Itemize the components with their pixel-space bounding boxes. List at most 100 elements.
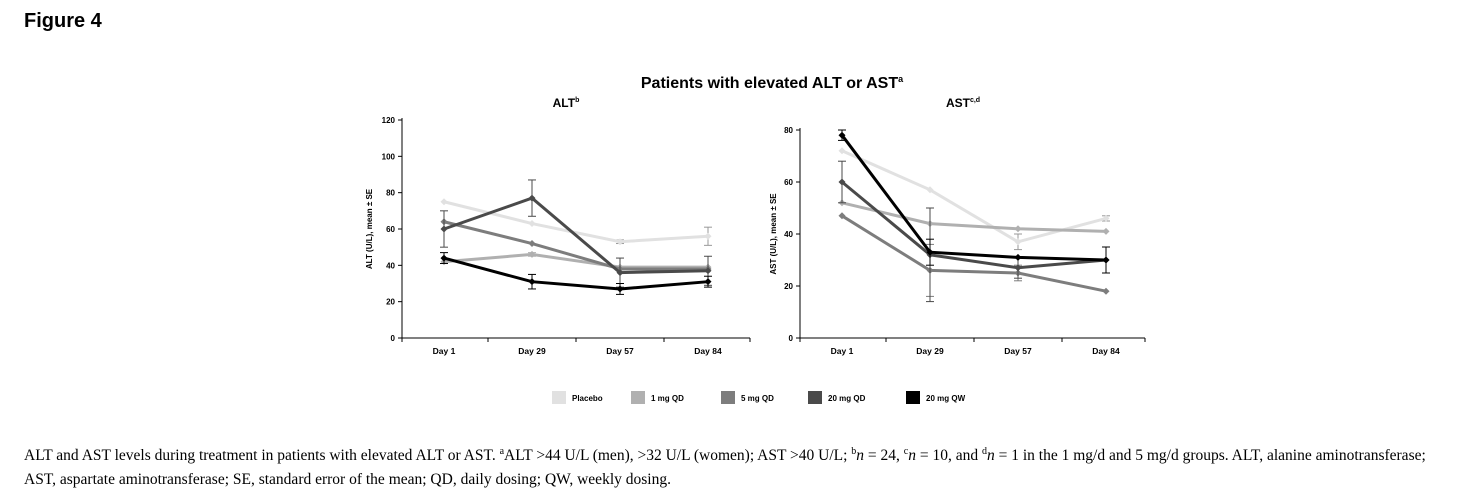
data-point <box>440 225 448 233</box>
y-tick-label: 60 <box>784 178 793 187</box>
data-point <box>926 186 934 194</box>
panel-title-text: ALT <box>553 96 576 110</box>
figure-caption: ALT and AST levels during treatment in p… <box>24 440 1444 492</box>
data-point <box>838 178 846 186</box>
series-line <box>841 201 1107 233</box>
data-point <box>440 198 448 206</box>
data-point <box>704 232 712 240</box>
legend-swatch <box>721 391 735 404</box>
chart-title: Patients with elevated ALT or ASTa <box>641 74 904 92</box>
chart-figure: Patients with elevated ALT or ASTa ALTb 0… <box>365 74 1146 404</box>
data-point <box>440 254 448 262</box>
data-point <box>838 147 846 155</box>
data-point <box>704 278 712 286</box>
panel-ast: ASTc,d 0 20 40 60 80 Day 1 Day 29 Day 57 Day 84 AS… <box>769 96 1146 356</box>
caption-sup-b: b <box>851 446 857 457</box>
x-tick-label: Day 84 <box>694 346 722 356</box>
caption-part-2: ALT >44 U/L (men), >32 U/L (women); AST … <box>504 447 852 465</box>
x-tick-label: Day 29 <box>518 346 546 356</box>
legend-swatch <box>631 391 645 404</box>
legend-swatch <box>906 391 920 404</box>
data-point <box>1102 214 1110 222</box>
series-line <box>443 256 709 291</box>
data-point <box>1014 253 1022 261</box>
series-line <box>443 196 709 275</box>
legend-item-1-mg-qd: 1 mg QD <box>631 391 684 404</box>
x-tick-label: Day 57 <box>1004 346 1032 356</box>
panel-title-sup: c,d <box>970 97 980 104</box>
legend-label: 5 mg QD <box>741 394 774 403</box>
data-point <box>616 285 624 293</box>
y-tick-label: 120 <box>382 116 396 125</box>
chart-title-text: Patients with elevated ALT or AST <box>641 75 898 92</box>
series-placebo <box>440 198 712 246</box>
panel-alt: ALTb 0 20 40 60 80 100 120 Day 1 Day 29 Day 57 Day … <box>365 96 751 356</box>
data-point <box>528 278 536 286</box>
caption-part-4: = 10, and <box>916 447 982 465</box>
data-point <box>1014 225 1022 233</box>
data-point <box>838 131 846 139</box>
legend-item-placebo: Placebo <box>552 391 603 404</box>
data-point <box>616 269 624 277</box>
data-point <box>1102 256 1110 264</box>
y-tick-label: 100 <box>382 152 396 161</box>
chart-title-sup: a <box>898 74 904 84</box>
legend-item-5-mg-qd: 5 mg QD <box>721 391 774 404</box>
caption-n-d: n <box>987 447 995 465</box>
y-tick-label: 20 <box>784 282 793 291</box>
caption-part-5: = 1 in the 1 mg/d and 5 mg/d groups. ALT… <box>24 447 1426 489</box>
series-20-mg-qd <box>440 179 712 288</box>
x-tick-label: Day 57 <box>606 346 634 356</box>
data-point <box>838 212 846 220</box>
y-tick-label: 0 <box>789 334 794 343</box>
y-tick-label: 40 <box>784 230 793 239</box>
x-tick-label: Day 29 <box>916 346 944 356</box>
y-tick-label: 60 <box>386 225 395 234</box>
panel-title-sup: b <box>575 97 579 104</box>
caption-part-3: = 24, <box>864 447 904 465</box>
legend-item-20-mg-qw: 20 mg QW <box>906 391 966 404</box>
data-point <box>528 240 536 248</box>
series-placebo <box>838 147 1110 251</box>
panel-title: ASTc,d <box>946 96 980 110</box>
y-tick-label: 80 <box>784 126 793 135</box>
data-point <box>1102 227 1110 235</box>
series-line <box>840 134 1107 262</box>
y-axis-label: AST (U/L), mean ± SE <box>769 193 778 275</box>
data-point <box>1102 287 1110 295</box>
series-line <box>841 149 1107 244</box>
legend-item-20-mg-qd: 20 mg QD <box>808 391 866 404</box>
series-5-mg-qd <box>440 218 712 273</box>
x-tick-label: Day 84 <box>1092 346 1120 356</box>
x-tick-label: Day 1 <box>831 346 854 356</box>
x-tick-label: Day 1 <box>433 346 456 356</box>
data-point <box>1014 264 1022 272</box>
figure-label: Figure 4 <box>24 10 102 32</box>
legend-label: 20 mg QD <box>828 394 866 403</box>
panels-group: ALTb 0 20 40 60 80 100 120 Day 1 Day 29 Day 57 Day … <box>365 96 1146 356</box>
series-line <box>841 180 1107 270</box>
series-line <box>443 252 708 269</box>
series-line <box>443 220 708 271</box>
data-point <box>528 220 536 228</box>
series-20-mg-qw <box>440 252 712 295</box>
caption-sup-d: d <box>982 446 987 457</box>
legend-label: 1 mg QD <box>651 394 684 403</box>
caption-sup-a: a <box>499 446 505 457</box>
legend: Placebo 1 mg QD 5 mg QD 20 mg QD 20 mg QW <box>552 391 966 404</box>
series-20-mg-qw <box>838 129 1110 274</box>
y-tick-label: 0 <box>391 334 396 343</box>
data-point <box>528 194 536 202</box>
data-point <box>1014 238 1022 246</box>
legend-label: Placebo <box>572 394 603 403</box>
panel-title: ALTb <box>553 96 580 110</box>
data-point <box>528 250 536 258</box>
y-tick-label: 80 <box>386 189 395 198</box>
legend-label: 20 mg QW <box>926 394 966 403</box>
caption-n-b: n <box>856 447 865 465</box>
caption-n-c: n <box>908 447 916 465</box>
caption-sup-c: c <box>903 446 909 457</box>
y-tick-label: 40 <box>386 261 395 270</box>
panel-title-text: AST <box>946 96 971 110</box>
legend-swatch <box>808 391 822 404</box>
